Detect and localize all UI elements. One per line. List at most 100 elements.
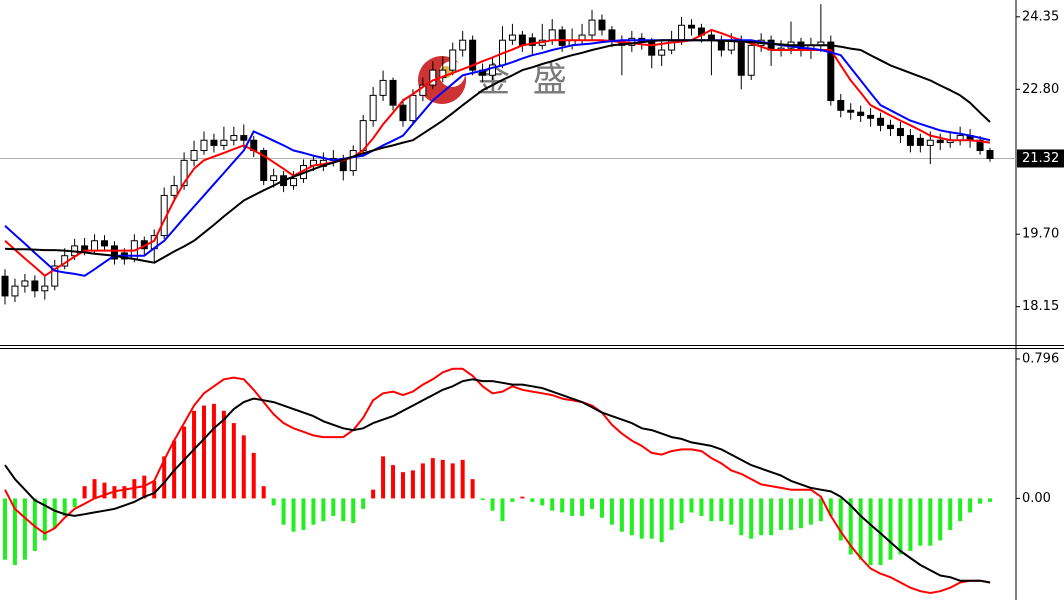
y-tick-label: 19.70 [1022, 227, 1059, 242]
candle-body [548, 29, 556, 41]
candle-body [379, 79, 387, 96]
histogram-bar [530, 498, 535, 502]
candle-body [887, 124, 895, 130]
histogram-bar [22, 498, 27, 560]
candle-body [41, 285, 49, 292]
last-price-label: 21.32 [1022, 151, 1059, 166]
y-tick-label: 18.15 [1022, 299, 1059, 314]
histogram-bar [251, 452, 256, 499]
histogram-bar [321, 498, 326, 522]
candle-body [747, 44, 755, 76]
histogram-bar [928, 498, 933, 546]
histogram-bar [789, 498, 794, 530]
candle-body [11, 285, 19, 297]
histogram-bar [858, 498, 863, 560]
candle-body [936, 139, 944, 144]
candles [1, 4, 994, 305]
histogram-bar [769, 498, 774, 536]
candle-body [926, 139, 934, 146]
candle-body [260, 150, 268, 181]
candle-body [110, 245, 118, 260]
histogram-bar [241, 435, 246, 499]
histogram-bar [639, 498, 644, 539]
candle-body [857, 111, 865, 116]
histogram-bar [798, 498, 803, 529]
histogram-bar [460, 459, 465, 499]
histogram-bar [102, 482, 107, 499]
histogram-bar [400, 472, 405, 499]
histogram-bar [32, 498, 37, 551]
histogram-bar [848, 498, 853, 555]
histogram-bar [351, 498, 356, 523]
histogram-bar [838, 498, 843, 541]
histogram-bar [679, 498, 684, 523]
y-tick-label: 0.00 [1022, 491, 1051, 506]
histogram-bar [450, 463, 455, 499]
histogram-bar [510, 498, 515, 502]
histogram-bar [480, 498, 485, 501]
histogram-bar [381, 456, 386, 499]
candle-body [91, 240, 99, 252]
candle-body [240, 135, 248, 141]
candle-body [678, 24, 686, 41]
histogram-bar [968, 498, 973, 513]
histogram-bar [430, 458, 435, 499]
histogram-bar [898, 498, 903, 555]
histogram-bar [868, 498, 873, 565]
histogram-bar [211, 403, 216, 499]
candle-body [399, 104, 407, 122]
histogram-bar [828, 498, 833, 516]
candle-body [658, 49, 666, 56]
candle-body [449, 49, 457, 71]
candle-body [558, 29, 566, 46]
candle-body [847, 109, 855, 113]
candle-body [986, 150, 994, 159]
candle-body [608, 29, 616, 41]
candle-body [409, 94, 417, 122]
histogram-bar [341, 498, 346, 522]
histogram-bar [659, 498, 664, 543]
candle-body [429, 69, 437, 86]
histogram-bar [729, 498, 734, 525]
histogram-bar [42, 498, 47, 541]
histogram-bar [609, 498, 614, 525]
candle-body [200, 139, 208, 152]
histogram-bar [918, 498, 923, 546]
histogram-bar [878, 498, 883, 565]
histogram-bar [271, 498, 276, 506]
candle-body [369, 94, 377, 122]
candle-body [190, 150, 198, 161]
indicator-line [4, 367, 991, 594]
histogram-bar [82, 486, 87, 499]
indicator-line [4, 39, 991, 277]
indicator-line [4, 28, 991, 277]
histogram-bar [550, 498, 555, 511]
histogram-bar [410, 470, 415, 499]
candle-body [469, 39, 477, 71]
histogram-bar [12, 498, 17, 565]
histogram-bar [739, 498, 744, 536]
histogram-bar [699, 498, 704, 516]
candle-body [518, 34, 526, 46]
histogram-bar [420, 463, 425, 499]
histogram-bar [291, 498, 296, 532]
histogram-bar [162, 456, 167, 499]
histogram-bar [938, 498, 943, 541]
candle-body [170, 185, 178, 196]
histogram-bar [709, 498, 714, 522]
candle-body [210, 139, 218, 146]
candle-body [867, 114, 875, 119]
histogram-bar [331, 498, 336, 516]
histogram-bar [749, 498, 754, 539]
candle-body [916, 137, 924, 146]
y-tick-label: 24.35 [1022, 9, 1059, 24]
histogram-bar [818, 498, 823, 522]
candle-body [688, 24, 696, 29]
candle-body [737, 39, 745, 76]
candle-body [389, 79, 397, 106]
candle-body [180, 159, 188, 187]
histogram-bar [122, 486, 127, 499]
histogram-bar [440, 459, 445, 499]
histogram-bar [182, 426, 187, 499]
